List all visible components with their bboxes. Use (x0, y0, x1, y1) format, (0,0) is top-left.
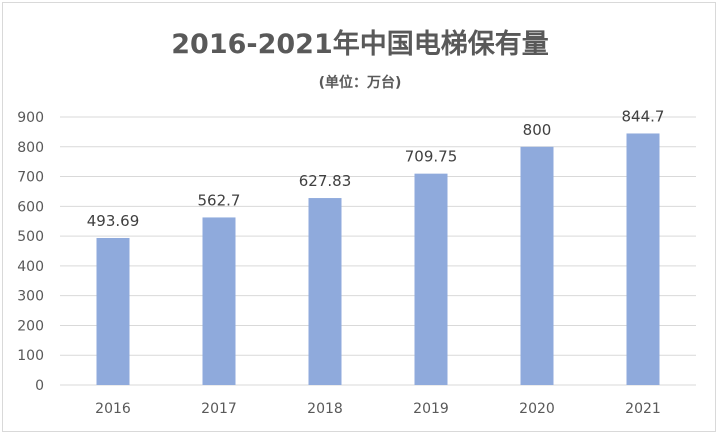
data-label-2018: 627.83 (299, 172, 352, 190)
bar-2021 (626, 133, 660, 385)
data-label-2017: 562.7 (198, 191, 241, 209)
data-label-2021: 844.7 (622, 107, 665, 125)
x-tick-label-2020: 2020 (519, 401, 555, 417)
bars (96, 133, 660, 385)
y-tick-label: 400 (17, 259, 44, 275)
y-axis-ticks: 0 100 200 300 400 500 600 700 800 900 (17, 110, 44, 394)
y-tick-label: 0 (35, 378, 44, 394)
y-tick-label: 900 (17, 110, 44, 126)
x-axis-ticks: 2016 2017 2018 2019 2020 2021 (95, 401, 661, 417)
x-tick-label-2016: 2016 (95, 401, 131, 417)
gridlines (60, 116, 696, 386)
x-tick-label-2017: 2017 (201, 401, 237, 417)
bar-2020 (520, 146, 554, 385)
data-labels: 493.69 562.7 627.83 709.75 800 844.7 (87, 107, 665, 230)
chart-subtitle: (单位：万台) (318, 75, 402, 91)
y-tick-label: 600 (17, 199, 44, 215)
x-tick-label-2021: 2021 (625, 401, 661, 417)
x-tick-label-2018: 2018 (307, 401, 343, 417)
data-label-2020: 800 (523, 121, 552, 139)
bar-2018 (308, 198, 342, 385)
bar-2017 (202, 217, 236, 385)
bar-2016 (96, 237, 130, 385)
y-tick-label: 500 (17, 229, 44, 245)
y-tick-label: 200 (17, 318, 44, 334)
x-tick-label-2019: 2019 (413, 401, 449, 417)
y-tick-label: 700 (17, 170, 44, 186)
data-label-2019: 709.75 (405, 148, 458, 166)
data-label-2016: 493.69 (87, 212, 140, 230)
y-tick-label: 800 (17, 140, 44, 156)
chart-title: 2016-2021年中国电梯保有量 (171, 29, 549, 60)
y-tick-label: 300 (17, 289, 44, 305)
bar-2019 (414, 173, 448, 385)
y-tick-label: 100 (17, 348, 44, 364)
